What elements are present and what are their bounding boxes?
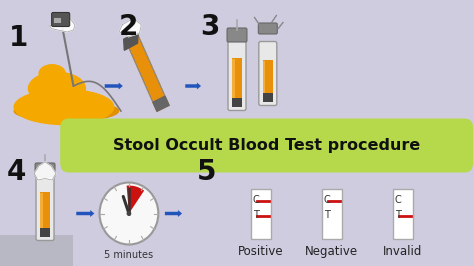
FancyBboxPatch shape <box>36 172 54 240</box>
Text: C: C <box>395 195 401 205</box>
Circle shape <box>100 182 158 244</box>
FancyBboxPatch shape <box>258 23 277 34</box>
Text: 2: 2 <box>118 13 137 41</box>
Text: 3: 3 <box>200 13 219 41</box>
FancyBboxPatch shape <box>251 189 271 239</box>
Bar <box>0 235 73 266</box>
Bar <box>40 192 50 235</box>
Polygon shape <box>124 32 138 50</box>
Text: Positive: Positive <box>238 245 283 258</box>
Circle shape <box>127 211 131 216</box>
Text: T: T <box>253 210 258 220</box>
FancyBboxPatch shape <box>52 13 70 27</box>
Ellipse shape <box>14 101 118 121</box>
Text: 4: 4 <box>7 158 26 186</box>
Wedge shape <box>127 185 144 214</box>
Text: 5: 5 <box>196 158 216 186</box>
Text: C: C <box>253 195 259 205</box>
Bar <box>232 98 242 106</box>
Polygon shape <box>119 18 141 37</box>
Bar <box>263 60 273 99</box>
FancyBboxPatch shape <box>228 36 246 110</box>
Polygon shape <box>34 162 56 180</box>
Ellipse shape <box>39 65 65 82</box>
Bar <box>263 61 265 98</box>
FancyBboxPatch shape <box>35 163 55 177</box>
FancyBboxPatch shape <box>259 41 277 106</box>
Bar <box>40 227 50 236</box>
Ellipse shape <box>14 89 114 124</box>
FancyBboxPatch shape <box>322 189 342 239</box>
FancyBboxPatch shape <box>227 28 247 42</box>
Polygon shape <box>50 19 75 32</box>
Polygon shape <box>125 33 169 111</box>
Text: T: T <box>324 210 329 220</box>
Text: Stool Occult Blood Test procedure: Stool Occult Blood Test procedure <box>113 138 420 153</box>
FancyBboxPatch shape <box>60 118 473 172</box>
Bar <box>232 58 242 105</box>
Text: Negative: Negative <box>305 245 358 258</box>
FancyBboxPatch shape <box>393 189 413 239</box>
Bar <box>232 59 235 103</box>
Polygon shape <box>153 96 169 111</box>
Text: C: C <box>324 195 330 205</box>
Text: Invalid: Invalid <box>383 245 423 258</box>
Text: 1: 1 <box>9 24 27 52</box>
Ellipse shape <box>28 72 85 105</box>
Bar <box>263 93 273 102</box>
Text: 5 minutes: 5 minutes <box>104 251 154 260</box>
Bar <box>54 18 61 23</box>
Bar <box>40 193 43 234</box>
Text: T: T <box>395 210 401 220</box>
